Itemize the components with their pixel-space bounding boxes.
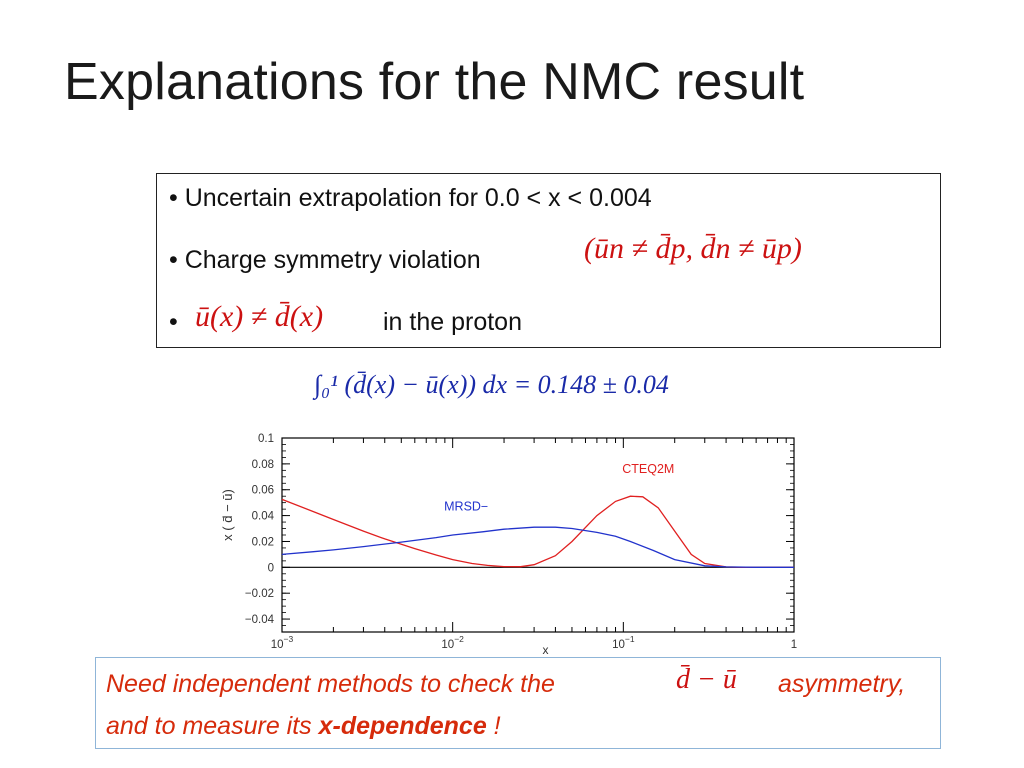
y-tick-label: −0.02 — [245, 588, 274, 600]
note-x-dependence: x-dependence — [318, 712, 487, 740]
x-tick-label: 1 — [791, 639, 797, 651]
y-tick-label: 0.08 — [252, 459, 274, 471]
integral-formula: ∫₀¹ (d̄(x) − ū(x)) dx = 0.148 ± 0.04 — [314, 370, 669, 400]
plot-frame — [281, 437, 795, 633]
y-axis-label: x ( d̄ − ū) — [220, 489, 235, 541]
y-tick-label: 0.06 — [252, 485, 274, 497]
legend-label: CTEQ2M — [622, 462, 674, 476]
ubar-neq-dbar-formula: ū(x) ≠ d̄(x) — [195, 300, 324, 333]
note-line1-start: Need independent methods to check the — [106, 670, 555, 698]
series-line-cteq2m — [281, 495, 794, 568]
note-line2-end: ! — [486, 712, 501, 740]
csv-formula-text: (ūn ≠ d̄p, d̄n ≠ ūp) — [584, 232, 802, 265]
y-tick-label: 0.04 — [252, 511, 275, 523]
note-dbar-minus-ubar: d̄ − ū — [676, 664, 737, 695]
y-tick-label: 0 — [268, 562, 274, 574]
slide-title: Explanations for the NMC result — [64, 53, 805, 111]
x-axis-label: x — [543, 643, 549, 656]
y-tick-label: −0.04 — [245, 614, 275, 626]
x-tick-label: 10−1 — [612, 634, 635, 651]
y-tick-label: 0.1 — [258, 433, 274, 445]
dbar-ubar-chart: 0.1 0.08 0.06 0.04 0.02 0 −0.02 −0.04 10−3 10−2 10… — [220, 433, 797, 656]
csv-formula: (ūn ≠ d̄p, d̄n ≠ ūp) — [584, 232, 802, 266]
bullet-asymmetry-prefix: • — [169, 308, 178, 336]
note-line1-end: asymmetry, — [778, 670, 906, 698]
explanations-box: • Uncertain extrapolation for 0.0 < x < … — [156, 173, 941, 348]
note-box: Need independent methods to check the d̄… — [95, 657, 941, 749]
bullet-extrapolation: • Uncertain extrapolation for 0.0 < x < … — [169, 184, 652, 212]
x-tick-label: 10−3 — [271, 634, 294, 651]
x-tick-label: 10−2 — [441, 634, 464, 651]
y-tick-label: 0.02 — [252, 536, 274, 548]
series-line-mrsd — [281, 526, 794, 568]
bullet-asymmetry-suffix: in the proton — [383, 308, 522, 336]
integral-formula-text: ∫₀¹ (d̄(x) − ū(x)) dx = 0.148 ± 0.04 — [314, 370, 669, 399]
legend-label: MRSD− — [444, 499, 488, 513]
bullet-charge-symmetry: • Charge symmetry violation — [169, 246, 481, 274]
note-line2-start: and to measure its — [106, 712, 319, 740]
